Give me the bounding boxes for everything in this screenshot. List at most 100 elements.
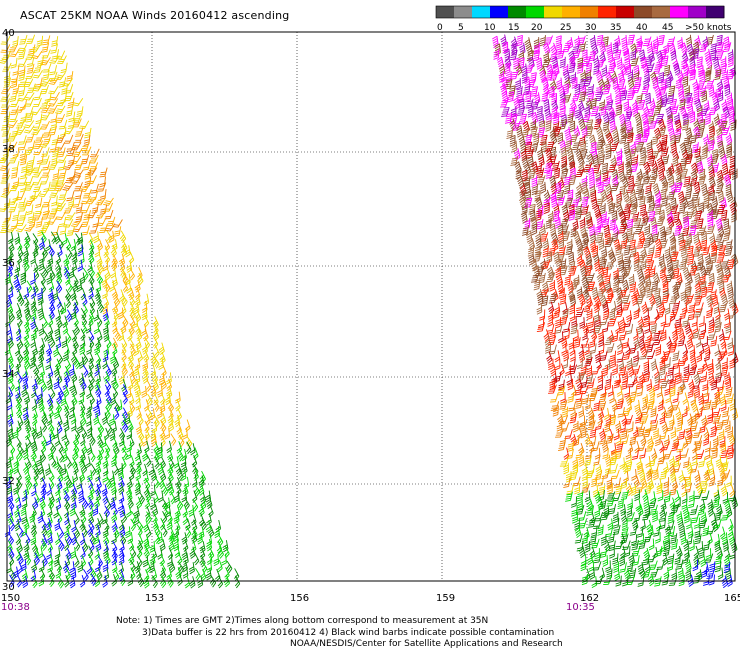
wind-barb (68, 111, 76, 123)
wind-barb (177, 552, 183, 565)
wind-barb (701, 566, 708, 578)
wind-barb (8, 154, 18, 164)
wind-barb (643, 359, 650, 371)
wind-barb (150, 484, 156, 497)
wind-barb (655, 344, 662, 356)
wind-barb (47, 254, 54, 267)
wind-barb (33, 90, 43, 101)
wind-barb (17, 239, 23, 252)
wind-barb (52, 344, 59, 358)
wind-barb (72, 169, 84, 178)
wind-barb (48, 398, 54, 412)
wind-barb (569, 470, 578, 481)
note-line-2: 3)Data buffer is 22 hrs from 20160412 4)… (142, 628, 555, 638)
wind-barb (670, 197, 677, 210)
wind-barb (545, 120, 552, 132)
wind-barb (74, 189, 83, 200)
wind-barb (599, 547, 608, 558)
wind-barb (30, 190, 42, 200)
wind-barb (103, 197, 114, 206)
wind-barb (534, 246, 541, 258)
wind-barb (38, 308, 45, 321)
wind-barb (703, 100, 710, 113)
wind-barb (25, 477, 33, 490)
wind-barb (24, 231, 31, 245)
wind-barb (74, 538, 81, 552)
wind-barb (714, 344, 720, 357)
wind-barb (625, 447, 632, 460)
wind-barb (698, 315, 705, 328)
wind-barb (604, 335, 614, 345)
wind-barb (66, 142, 75, 152)
wind-barb (71, 142, 82, 151)
note-line-1: Note: 1) Times are GMT 2)Times along bot… (116, 616, 489, 626)
wind-barb (89, 265, 95, 278)
wind-barb (18, 135, 27, 145)
legend-swatch (508, 6, 527, 18)
wind-barb (691, 142, 699, 153)
legend-swatch (544, 6, 563, 18)
wind-barb (626, 90, 636, 100)
wind-barb (32, 83, 44, 92)
wind-barb (124, 245, 131, 258)
wind-barb (199, 492, 207, 505)
wind-barb (14, 261, 21, 274)
wind-barb (557, 413, 565, 427)
wind-barb (58, 77, 67, 88)
wind-barb (46, 260, 53, 273)
wind-barb (608, 251, 617, 265)
wind-barb (119, 540, 125, 553)
wind-barb (178, 427, 184, 440)
lon-label-153: 153 (145, 593, 164, 604)
wind-barb (46, 505, 53, 518)
wind-barb (599, 428, 606, 441)
wind-barb (521, 63, 528, 76)
wind-barb (8, 498, 15, 511)
wind-barb (99, 176, 106, 188)
wind-barb (65, 106, 74, 117)
wind-barb (18, 211, 27, 221)
wind-barb (576, 357, 583, 370)
wind-barb (151, 547, 158, 560)
wind-barb (35, 197, 43, 209)
lat-label-30: 30 (2, 582, 15, 593)
wind-barb (89, 224, 99, 234)
wind-barb (104, 223, 116, 232)
legend-swatch (634, 6, 653, 18)
wind-barb (110, 244, 117, 258)
wind-barb (591, 197, 598, 210)
wind-barb (17, 44, 28, 53)
wind-barb (605, 293, 614, 304)
wind-barb (30, 385, 37, 399)
wind-barb (8, 203, 18, 213)
wind-barb (723, 230, 731, 242)
wind-barb (37, 301, 43, 314)
wind-barb (50, 43, 58, 54)
wind-barb (82, 146, 92, 156)
wind-barb (590, 386, 599, 397)
wind-barb (8, 196, 19, 205)
wind-barb (53, 377, 60, 390)
wind-barb (529, 72, 537, 84)
wind-barb (693, 231, 700, 244)
wind-barb (581, 196, 589, 208)
lon-label-165: 165 (724, 593, 740, 604)
wind-barb (59, 224, 67, 235)
wind-barb (629, 281, 637, 293)
wind-barb (15, 302, 22, 316)
wind-barb (557, 281, 565, 295)
wind-barb (94, 245, 101, 258)
wind-barb (570, 496, 577, 508)
legend-swatch (670, 6, 689, 18)
wind-barb (57, 576, 64, 589)
wind-barb (23, 237, 30, 251)
wind-barb (720, 484, 728, 497)
wind-barb (567, 441, 575, 452)
wind-barb (720, 293, 728, 307)
wind-barb (687, 197, 694, 210)
wind-barb (153, 475, 160, 489)
wind-barb (63, 419, 70, 433)
wind-barb (56, 176, 66, 186)
wind-barb (99, 223, 108, 233)
wind-barb (32, 168, 43, 178)
